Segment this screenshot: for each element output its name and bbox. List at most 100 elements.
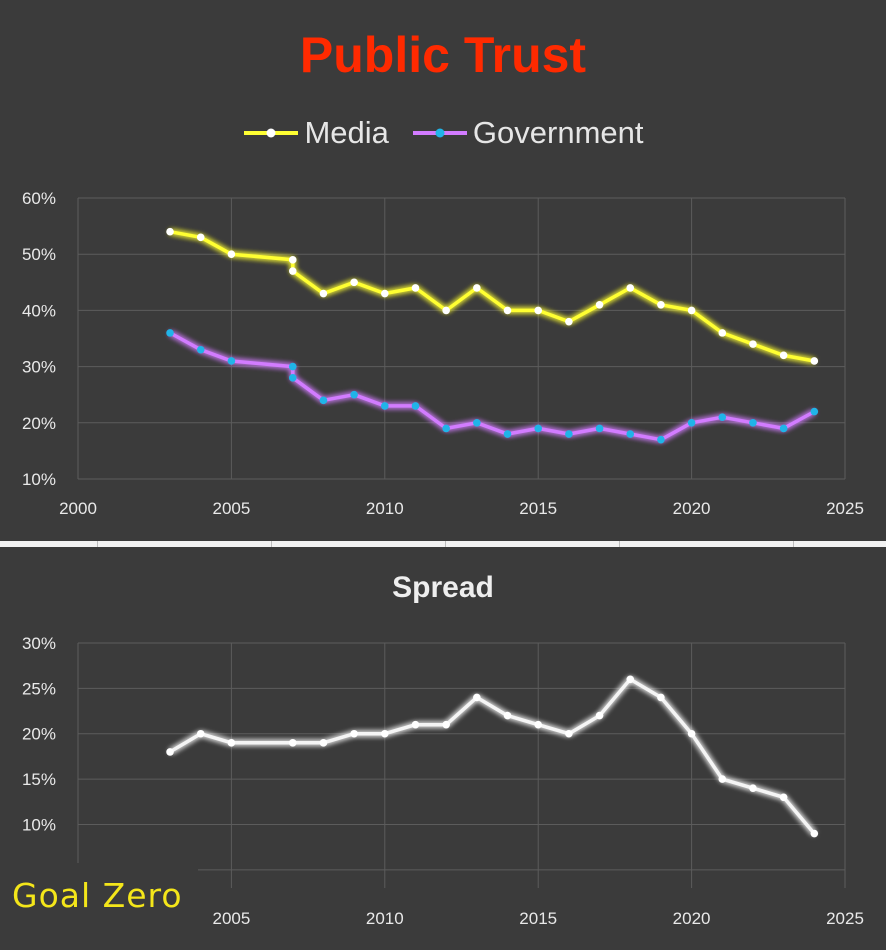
y-tick-label: 30% <box>22 634 56 653</box>
legend-item-government: Government <box>411 115 644 151</box>
data-point-spread <box>657 693 665 702</box>
legend-label-media: Media <box>304 115 389 150</box>
data-point-spread <box>473 693 481 702</box>
data-point-media <box>565 317 573 326</box>
y-tick-label: 10% <box>22 815 56 834</box>
data-point-spread <box>227 739 236 747</box>
spread-chart-title: Spread <box>392 571 494 604</box>
data-point-government <box>319 396 328 405</box>
data-point-media <box>288 267 297 275</box>
data-point-government <box>503 430 512 438</box>
trust-line-chart: 10% 20% 30% 40% 50% 60% 2000 2005 2010 2015 2020 20… <box>22 189 864 518</box>
data-point-media <box>473 284 481 292</box>
legend-swatch-government <box>412 128 467 138</box>
data-point-government <box>595 424 604 433</box>
data-point-government <box>657 435 665 444</box>
y-tick-label: 10% <box>22 470 56 489</box>
x-tick-label: 2000 <box>59 499 97 518</box>
data-point-spread <box>288 739 297 747</box>
data-point-government <box>442 424 450 433</box>
chart-title: Public Trust <box>299 27 587 83</box>
data-point-government <box>749 419 757 427</box>
data-point-media <box>687 306 696 315</box>
data-point-media <box>503 306 512 315</box>
y-tick-label: 30% <box>22 358 56 377</box>
data-point-government <box>626 430 635 438</box>
legend-swatch-media <box>244 128 299 138</box>
data-point-spread <box>749 784 757 792</box>
data-point-media <box>442 306 450 315</box>
data-point-media <box>595 300 604 309</box>
data-point-media <box>227 250 236 258</box>
y-tick-label: 25% <box>22 679 56 698</box>
data-point-media <box>350 278 358 287</box>
data-point-media <box>779 351 788 360</box>
data-point-government <box>381 402 389 410</box>
data-point-spread <box>319 739 328 747</box>
y-tick-label: 50% <box>22 245 56 264</box>
panel-divider <box>0 541 886 547</box>
data-point-government <box>411 402 420 410</box>
series-line-government <box>169 331 816 442</box>
x-tick-label: 2025 <box>826 499 864 518</box>
data-point-government <box>565 430 573 438</box>
data-point-media <box>810 357 819 365</box>
y-tick-label: 20% <box>22 414 56 433</box>
data-point-media <box>319 289 328 298</box>
data-point-government <box>473 419 481 427</box>
x-tick-label: 2020 <box>673 909 711 928</box>
data-point-media <box>718 329 727 337</box>
x-tick-label: 2015 <box>519 499 557 518</box>
chart-legend: Media Government <box>0 115 886 151</box>
data-point-government <box>196 345 205 354</box>
data-point-government <box>810 407 819 416</box>
x-tick-label: 2010 <box>366 499 404 518</box>
x-tick-label: 2010 <box>366 909 404 928</box>
x-tick-label: 2015 <box>519 909 557 928</box>
data-point-spread <box>779 793 788 802</box>
data-point-government <box>288 374 297 382</box>
trust-chart-panel: Public Trust Media Government 10% 20% 30% 4… <box>0 27 886 518</box>
data-point-media <box>749 340 757 348</box>
goal-zero-logo: Goal Zero <box>0 863 198 927</box>
series-line-media <box>169 229 815 363</box>
data-point-government <box>350 390 358 399</box>
data-point-spread <box>595 711 604 720</box>
data-point-spread <box>718 775 727 783</box>
data-point-spread <box>196 729 205 738</box>
data-point-spread <box>565 729 573 738</box>
data-point-government <box>687 419 696 427</box>
data-point-media <box>166 227 174 236</box>
x-tick-label: 2005 <box>212 499 250 518</box>
data-point-spread <box>687 729 696 738</box>
data-point-government <box>534 424 542 433</box>
data-point-spread <box>503 711 512 720</box>
data-point-spread <box>442 720 450 729</box>
data-point-government <box>227 357 236 365</box>
x-tick-label: 2020 <box>673 499 711 518</box>
x-tick-label: 2025 <box>826 909 864 928</box>
data-point-spread <box>626 675 635 684</box>
data-point-spread <box>166 748 174 756</box>
data-point-spread <box>534 720 542 729</box>
data-point-government <box>288 362 297 371</box>
logo-text: Goal Zero <box>12 875 183 915</box>
data-point-spread <box>810 829 819 838</box>
data-point-media <box>288 256 297 264</box>
series-line-spread <box>169 677 816 835</box>
data-point-media <box>411 284 420 292</box>
data-point-spread <box>411 720 420 729</box>
data-point-media <box>657 300 665 309</box>
y-tick-label: 20% <box>22 725 56 744</box>
data-point-media <box>534 306 542 315</box>
y-tick-label: 60% <box>22 189 56 208</box>
data-point-media <box>196 233 205 242</box>
x-tick-label: 2005 <box>212 909 250 928</box>
y-tick-label: 15% <box>22 770 56 789</box>
data-point-media <box>626 284 635 292</box>
legend-label-government: Government <box>472 115 644 150</box>
data-point-government <box>166 329 174 337</box>
data-point-spread <box>350 729 358 738</box>
data-point-spread <box>381 729 389 738</box>
y-tick-label: 40% <box>22 301 56 320</box>
